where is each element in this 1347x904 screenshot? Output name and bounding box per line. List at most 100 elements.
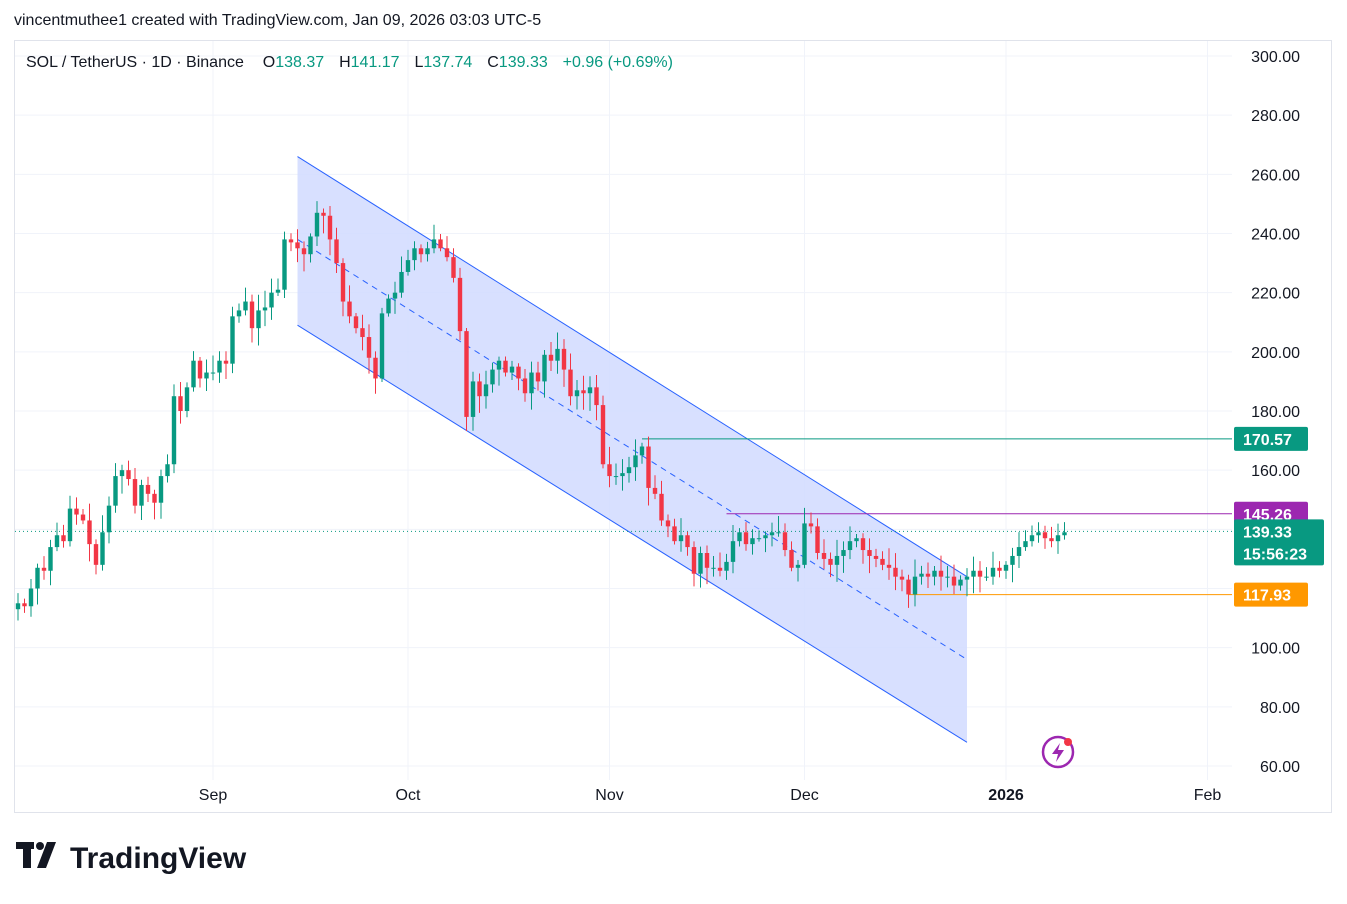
candle-body [938,570,944,577]
candle-body [730,541,736,562]
candle-body [925,573,931,577]
candle-body [451,257,456,278]
candle-body [217,360,222,373]
candle-body [1029,535,1035,542]
candle-body [204,372,209,379]
candle-body [503,360,508,373]
candle-body [620,473,625,477]
chart-frame[interactable] [14,40,1332,813]
price-tag [1234,519,1324,566]
candle-body [594,387,599,406]
candle-body [756,538,762,540]
x-tick-label: Dec [790,787,818,804]
candle-body [48,547,53,571]
candle-body [977,570,983,577]
open-label: O [262,54,276,71]
candle-body [256,310,261,329]
candle-body [880,558,885,565]
candle-body [158,476,164,503]
candle-body [522,378,528,394]
candle-body [971,570,976,577]
candle-body [353,316,359,329]
time-axis: Sep Oct Nov Dec 2026 Feb [199,787,1222,804]
low-label: L [414,54,424,71]
candle-body [15,603,21,610]
candle-body [243,301,248,311]
high-label: H [339,54,351,71]
x-tick-label: Oct [396,787,421,804]
candle-body [997,567,1002,571]
candle-body [470,381,476,417]
candle-body [795,564,801,568]
candle-body [360,328,365,338]
candle-body [80,514,86,521]
candle-body [529,372,534,394]
x-tick-label: Feb [1194,787,1222,804]
price-tag [1234,426,1308,451]
price-tag-label: 139.33 [1243,524,1292,541]
candle-body [340,263,346,302]
candle-body [964,576,970,580]
candle-body [737,532,742,542]
candle-body [782,532,788,551]
candle-body [405,260,411,272]
high-value: 141.17 [350,54,400,71]
symbol-label[interactable]: SOL / TetherUS · 1D · Binance [26,54,244,71]
candle-body [581,390,586,394]
candle-body [392,292,398,299]
candle-body [750,538,755,545]
candle-body [106,505,112,533]
candle-body [821,553,827,559]
candle-body [678,535,684,542]
candle-body [191,360,196,388]
y-tick-label: 280.00 [1251,108,1300,125]
candle-body [366,337,372,358]
candle-body [35,567,40,589]
y-tick-label: 260.00 [1251,167,1300,184]
candle-body [308,236,313,255]
candle-body [724,561,729,571]
candle-body [457,277,463,332]
candle-body [743,532,749,545]
candle-body [477,381,482,397]
candle-body [496,360,502,370]
y-tick-label: 200.00 [1251,345,1300,362]
candle-body [132,479,138,506]
candle-body [574,390,580,397]
candle-body [61,535,66,542]
tradingview-logo[interactable]: TradingView [16,842,246,876]
candle-body [912,576,918,595]
x-tick-label: 2026 [988,787,1024,804]
candle-body [399,271,404,293]
candle-body [659,493,664,521]
candle-body [834,555,840,565]
candle-body [282,239,287,290]
candle-body [1003,564,1009,571]
candle-body [639,446,645,456]
candle-body [87,520,92,545]
candle-body [321,212,326,216]
y-tick-label: 60.00 [1260,759,1300,776]
candle-body [1016,547,1022,556]
channel-upper-line [297,156,968,578]
candle-body [269,292,274,308]
candle-body [652,487,658,494]
candlesticks [15,201,1067,621]
candle-body [197,360,203,379]
candle-body [704,553,710,568]
candle-body [418,248,424,255]
x-tick-label: Sep [199,787,228,804]
candle-body [236,310,242,317]
candle-body [548,354,554,361]
candle-body [425,248,430,255]
lightning-icon [1041,735,1075,769]
candle-body [899,576,905,580]
candle-body [802,523,807,565]
candle-body [854,538,859,542]
candle-body [295,242,300,249]
candle-body [464,331,469,417]
candle-body [93,544,99,565]
open-value: 138.37 [275,54,325,71]
candle-body [717,567,723,571]
